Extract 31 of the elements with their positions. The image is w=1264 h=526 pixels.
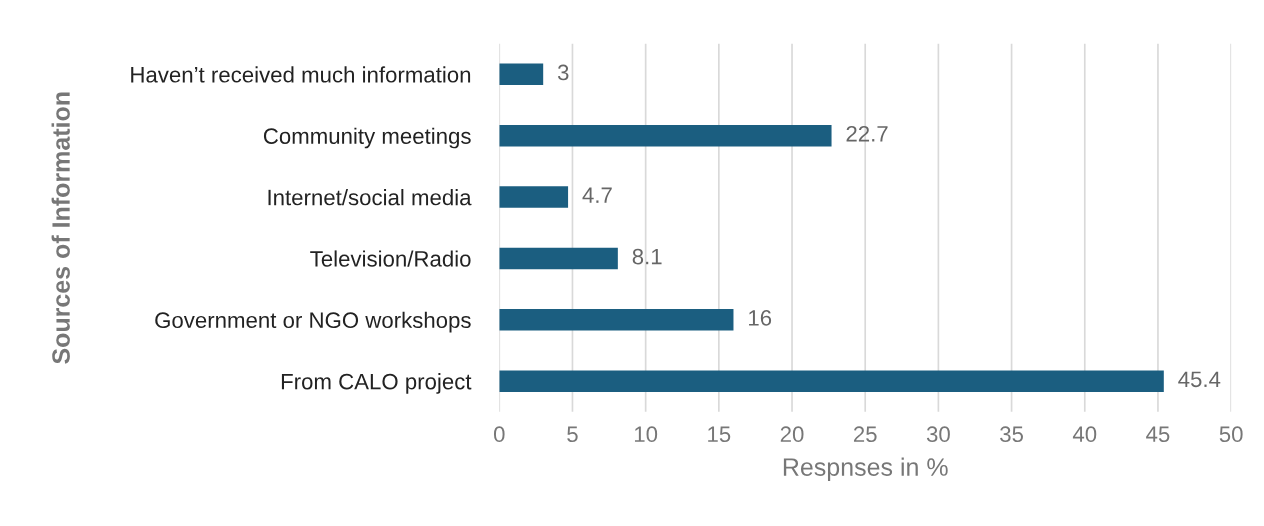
bar — [499, 247, 618, 270]
bar — [499, 186, 569, 208]
y-tick-label: Government or NGO workshops — [155, 311, 471, 333]
x-tick-label: 25 — [853, 426, 877, 443]
x-tick-label: 20 — [780, 426, 804, 443]
bar — [499, 124, 832, 147]
y-tick-label: Haven’t received much information — [131, 66, 471, 83]
y-tick-label: Internet/social media — [268, 189, 472, 206]
x-tick-label: 15 — [708, 426, 731, 443]
x-tick-label: 10 — [634, 426, 658, 443]
data-label: 16 — [749, 310, 772, 326]
data-label: 8.1 — [632, 248, 662, 265]
y-tick-label: Community meetings — [263, 127, 471, 149]
bar — [499, 63, 544, 86]
y-tick-label: Television/Radio — [310, 250, 471, 267]
data-label: 4.7 — [582, 187, 612, 203]
x-tick-label: 50 — [1219, 426, 1243, 443]
bar — [499, 309, 734, 331]
data-label: 45.4 — [1178, 371, 1221, 388]
y-tick-label: From CALO project — [281, 373, 472, 394]
data-label: 3 — [557, 64, 569, 81]
x-tick-label: 35 — [1000, 426, 1024, 443]
bar — [499, 370, 1164, 392]
data-label: 22.7 — [846, 125, 888, 142]
x-tick-label: 5 — [567, 426, 578, 443]
x-tick-label: 45 — [1146, 426, 1170, 443]
x-tick-label: 40 — [1072, 426, 1097, 443]
x-tick-label: 30 — [926, 426, 950, 443]
x-tick-label: 0 — [493, 426, 505, 443]
x-axis-title: Respnses in % — [783, 457, 948, 481]
y-axis-title: Sources of Information — [51, 92, 70, 364]
